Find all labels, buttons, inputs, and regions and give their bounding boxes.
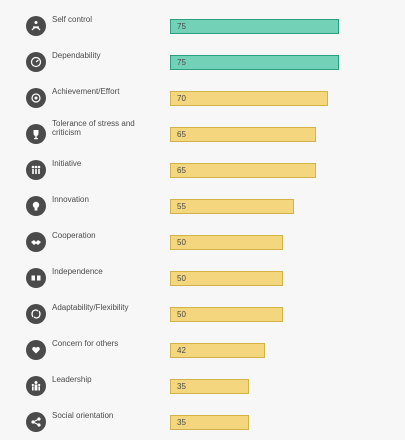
target-icon xyxy=(26,88,46,108)
score-value-label: 35 xyxy=(177,418,186,427)
score-value-label: 50 xyxy=(177,238,186,247)
lightbulb-icon xyxy=(26,196,46,216)
trophy-icon xyxy=(26,124,46,144)
chart-row: Social orientation 35 xyxy=(0,404,405,440)
score-bar: 65 xyxy=(170,127,316,142)
gauge-icon xyxy=(26,52,46,72)
score-value-label: 75 xyxy=(177,22,186,31)
chart-row: Concern for others 42 xyxy=(0,332,405,368)
chart-row: Initiative 65 xyxy=(0,152,405,188)
independence-icon xyxy=(26,268,46,288)
category-label: Social orientation xyxy=(52,411,114,420)
score-value-label: 55 xyxy=(177,202,186,211)
leader-icon xyxy=(26,376,46,396)
people-icon xyxy=(26,160,46,180)
category-label: Cooperation xyxy=(52,231,96,240)
meditation-icon xyxy=(26,16,46,36)
score-bar: 42 xyxy=(170,343,265,358)
handshake-icon xyxy=(26,232,46,252)
chart-row: Tolerance of stress and criticism 65 xyxy=(0,116,405,152)
score-value-label: 75 xyxy=(177,58,186,67)
category-label: Self control xyxy=(52,15,93,24)
chart-row: Leadership 35 xyxy=(0,368,405,404)
category-label: Concern for others xyxy=(52,339,119,348)
chart-row: Independence 50 xyxy=(0,260,405,296)
score-value-label: 65 xyxy=(177,130,186,139)
category-label: Independence xyxy=(52,267,103,276)
network-icon xyxy=(26,412,46,432)
score-value-label: 65 xyxy=(177,166,186,175)
score-bar: 65 xyxy=(170,163,316,178)
category-label: Leadership xyxy=(52,375,92,384)
score-bar: 50 xyxy=(170,307,283,322)
score-bar: 35 xyxy=(170,379,249,394)
chart-row: Self control 75 xyxy=(0,8,405,44)
category-label: Tolerance of stress and criticism xyxy=(52,119,135,137)
score-value-label: 50 xyxy=(177,274,186,283)
chart-row: Innovation 55 xyxy=(0,188,405,224)
score-value-label: 50 xyxy=(177,310,186,319)
category-label: Dependability xyxy=(52,51,101,60)
adaptability-icon xyxy=(26,304,46,324)
chart-row: Achievement/Effort 70 xyxy=(0,80,405,116)
score-bar: 75 xyxy=(170,55,339,70)
chart-row: Dependability 75 xyxy=(0,44,405,80)
score-bar: 50 xyxy=(170,271,283,286)
score-bar: 75 xyxy=(170,19,339,34)
score-value-label: 42 xyxy=(177,346,186,355)
score-bar: 55 xyxy=(170,199,294,214)
score-value-label: 35 xyxy=(177,382,186,391)
category-label: Adaptability/Flexibility xyxy=(52,303,129,312)
score-bar: 35 xyxy=(170,415,249,430)
heart-hands-icon xyxy=(26,340,46,360)
score-value-label: 70 xyxy=(177,94,186,103)
category-label: Achievement/Effort xyxy=(52,87,120,96)
score-bar: 50 xyxy=(170,235,283,250)
chart-row: Adaptability/Flexibility 50 xyxy=(0,296,405,332)
category-label: Innovation xyxy=(52,195,89,204)
category-label: Initiative xyxy=(52,159,82,168)
chart-row: Cooperation 50 xyxy=(0,224,405,260)
score-bar: 70 xyxy=(170,91,328,106)
